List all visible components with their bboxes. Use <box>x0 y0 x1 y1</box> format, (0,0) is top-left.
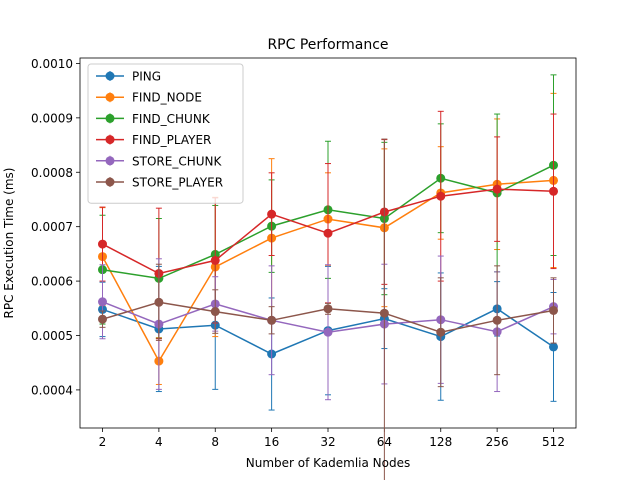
y-tick-label: 0.0004 <box>31 383 73 397</box>
data-point <box>492 184 502 194</box>
data-point <box>549 186 558 196</box>
data-point <box>98 239 107 249</box>
legend-swatch-marker <box>105 156 115 166</box>
x-tick-label: 512 <box>542 435 565 449</box>
data-point <box>323 304 333 314</box>
x-tick-label: 256 <box>486 435 509 449</box>
data-point <box>267 315 277 325</box>
data-point <box>436 327 446 337</box>
legend-label: FIND_NODE <box>132 91 202 105</box>
legend-label: STORE_CHUNK <box>132 154 222 168</box>
y-tick-label: 0.0007 <box>31 220 73 234</box>
y-axis-label: RPC Execution Time (ms) <box>2 168 16 319</box>
legend-label: PING <box>132 70 161 84</box>
x-tick-label: 128 <box>429 435 452 449</box>
plot-area: 2 4 8 16 32 64 128 256 5120.00040.00050.00060.00… <box>31 57 577 480</box>
y-tick-label: 0.0009 <box>31 111 73 125</box>
legend-item: FIND_PLAYER <box>96 133 211 147</box>
legend-swatch-marker <box>105 135 115 145</box>
legend-label: FIND_PLAYER <box>132 133 211 147</box>
legend-swatch-marker <box>105 71 115 81</box>
data-point <box>549 342 558 352</box>
y-tick-label: 0.0005 <box>31 329 73 343</box>
legend-item: STORE_PLAYER <box>96 176 223 190</box>
legend-item: FIND_NODE <box>96 91 202 105</box>
data-point <box>436 191 446 201</box>
legend-label: FIND_CHUNK <box>132 112 211 126</box>
data-point <box>210 307 220 317</box>
legend-swatch-marker <box>105 92 115 102</box>
x-tick-label: 16 <box>264 435 279 449</box>
data-point <box>323 228 333 238</box>
x-tick-label: 32 <box>320 435 335 449</box>
legend-swatch-marker <box>105 113 115 123</box>
y-tick-label: 0.0008 <box>31 166 73 180</box>
data-point <box>379 308 389 318</box>
data-point <box>154 297 164 307</box>
data-point <box>98 314 107 324</box>
legend-item: FIND_CHUNK <box>96 112 211 126</box>
y-tick-label: 0.0006 <box>31 275 73 289</box>
chart-title: RPC Performance <box>267 37 388 53</box>
y-tick-label: 0.0010 <box>31 57 73 71</box>
series-store-player <box>98 138 558 480</box>
legend: PING FIND_NODE FIND_CHUNK FIND_PLAYER STORE_… <box>87 63 244 204</box>
x-axis-label: Number of Kademlia Nodes <box>246 456 411 470</box>
x-tick-label: 2 <box>99 435 107 449</box>
axes-ticks: 2 4 8 16 32 64 128 256 5120.00040.00050.00060.00… <box>31 57 577 449</box>
x-tick-label: 8 <box>211 435 219 449</box>
data-point <box>549 305 558 315</box>
legend-item: STORE_CHUNK <box>96 154 222 168</box>
data-point <box>323 327 333 337</box>
data-point <box>98 297 107 307</box>
data-point <box>492 315 502 325</box>
legend-item: PING <box>96 70 161 84</box>
data-point <box>210 255 220 265</box>
legend-label: STORE_PLAYER <box>132 176 223 190</box>
data-point <box>267 209 277 219</box>
legend-swatch-marker <box>105 177 115 187</box>
legend-box <box>87 63 244 204</box>
x-tick-label: 4 <box>155 435 163 449</box>
